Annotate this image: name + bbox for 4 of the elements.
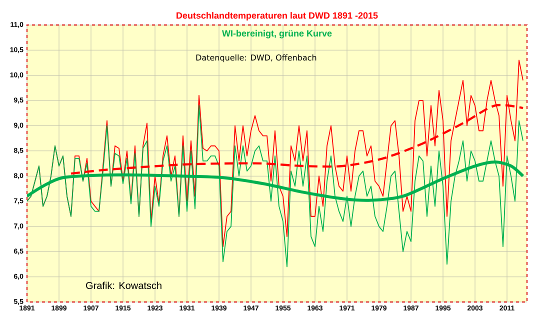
annotation: Datenquelle: DWD, Offenbach (196, 54, 316, 62)
annotation: Grafik: Kowatsch (86, 282, 162, 290)
chart-title: Deutschlandtemperaturen laut DWD 1891 -2015 (176, 12, 378, 20)
text: WI-bereinigt, grüne Kurve (222, 30, 332, 38)
